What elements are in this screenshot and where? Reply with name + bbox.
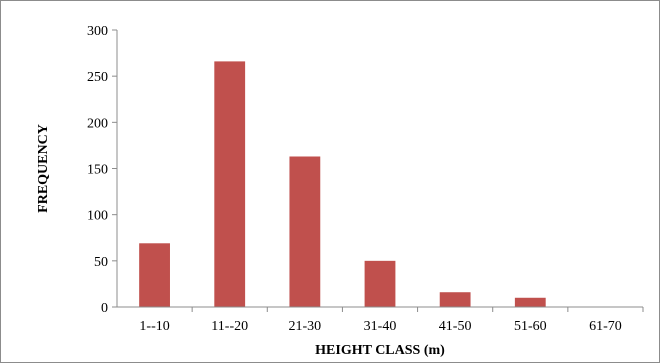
y-tick-label: 250 [87, 70, 108, 85]
y-tick-label: 50 [94, 255, 108, 270]
x-axis-title: HEIGHT CLASS (m) [315, 343, 445, 358]
y-axis-title: FREQUENCY [36, 124, 51, 213]
x-tick-label: 21-30 [289, 319, 322, 334]
x-tick-label: 1--10 [139, 319, 169, 334]
x-tick-label: 61-70 [589, 319, 622, 334]
bar-21-30 [289, 156, 321, 307]
bars [139, 61, 546, 307]
bar-1--10 [139, 243, 170, 307]
y-tick-label: 300 [87, 24, 108, 39]
y-tick-label: 200 [87, 116, 108, 131]
x-tick-label: 31-40 [364, 319, 397, 334]
x-tick-label: 41-50 [439, 319, 472, 334]
bar-41-50 [439, 292, 471, 307]
y-tick-label: 0 [101, 301, 108, 316]
y-tick-labels: 0 50 100 150 200 250 300 [87, 24, 117, 316]
y-tick-label: 150 [87, 163, 108, 178]
x-tick-label: 11--20 [211, 319, 248, 334]
bar-51-60 [514, 297, 546, 307]
y-tick-label: 100 [87, 209, 108, 224]
bar-11--20 [214, 61, 246, 307]
x-tick-labels: 1--10 11--20 21-30 31-40 41-50 51-60 61-70 [139, 307, 644, 334]
bar-31-40 [364, 260, 396, 307]
x-tick-label: 51-60 [514, 319, 547, 334]
